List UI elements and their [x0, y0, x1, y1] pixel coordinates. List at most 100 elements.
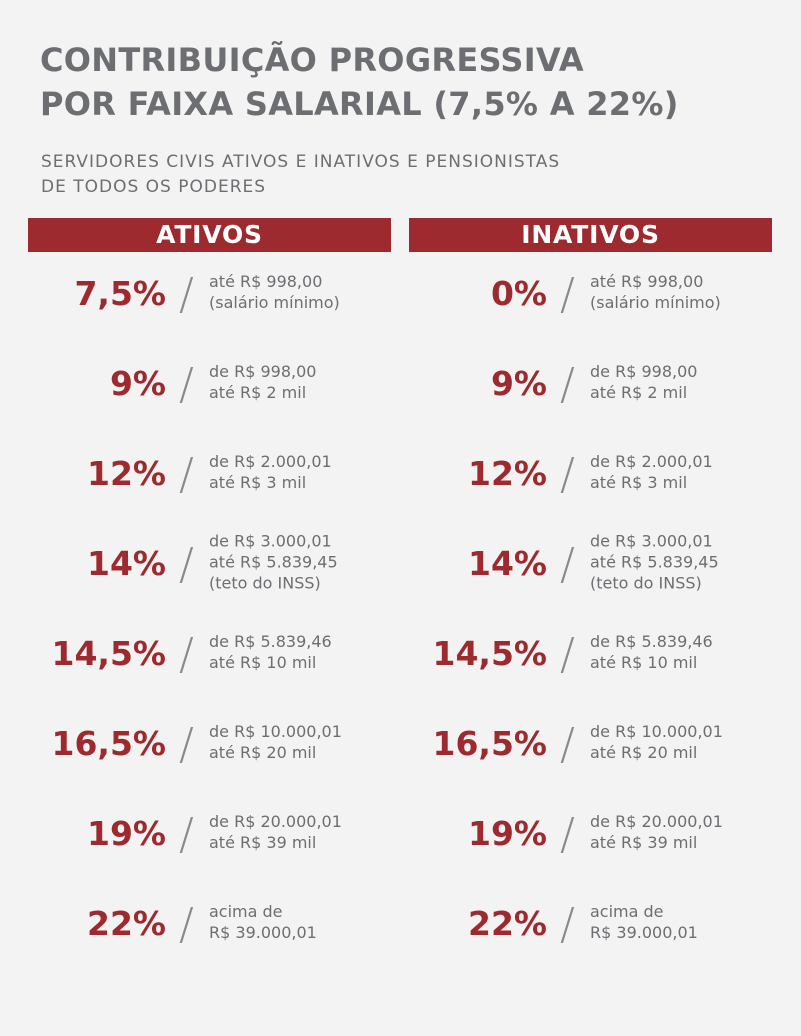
slash-divider: /: [179, 809, 194, 860]
rate-percentage: 22%: [468, 904, 547, 943]
salary-range-line: de R$ 998,00: [590, 362, 698, 381]
salary-range: de R$ 5.839,46 até R$ 10 mil: [590, 631, 713, 673]
salary-range: de R$ 20.000,01 até R$ 39 mil: [590, 811, 723, 853]
rate-percentage: 14%: [87, 544, 166, 583]
rate-percentage: 12%: [468, 454, 547, 493]
salary-range-line: de R$ 2.000,01: [590, 452, 713, 471]
salary-range-line: de R$ 20.000,01: [590, 812, 723, 831]
slash-divider: /: [179, 269, 194, 320]
salary-range-line: de R$ 3.000,01: [209, 531, 332, 551]
rate-percentage: 14%: [468, 544, 547, 583]
salary-range: de R$ 10.000,01 até R$ 20 mil: [590, 721, 723, 763]
slash-divider: /: [560, 269, 575, 320]
salary-range-line: até R$ 998,00: [590, 272, 704, 291]
rate-row: 12% / de R$ 2.000,01 até R$ 3 mil: [28, 442, 391, 532]
rate-row: 16,5% / de R$ 10.000,01 até R$ 20 mil: [28, 712, 391, 802]
column-ativos: ATIVOS 7,5% / até R$ 998,00 (salário mínimo…: [28, 218, 391, 982]
salary-range-line: acima de: [209, 902, 283, 921]
rate-percentage: 12%: [87, 454, 166, 493]
salary-range-line: R$ 39.000,01: [590, 923, 698, 942]
rate-row: 19% / de R$ 20.000,01 até R$ 39 mil: [409, 802, 772, 892]
salary-range: até R$ 998,00 (salário mínimo): [590, 271, 721, 313]
rate-percentage: 14,5%: [432, 634, 548, 673]
slash-divider: /: [560, 449, 575, 500]
rate-row: 9% / de R$ 998,00 até R$ 2 mil: [409, 352, 772, 442]
slash-divider: /: [560, 899, 575, 950]
rate-percentage: 0%: [490, 274, 547, 313]
salary-range-line: de R$ 5.839,46: [590, 632, 713, 651]
slash-divider: /: [560, 809, 575, 860]
salary-range-line: até R$ 3 mil: [590, 473, 688, 492]
rate-percentage: 16,5%: [432, 724, 548, 763]
rate-row: 19% / de R$ 20.000,01 até R$ 39 mil: [28, 802, 391, 892]
rate-row: 14,5% / de R$ 5.839,46 até R$ 10 mil: [409, 622, 772, 712]
rate-row: 0% / até R$ 998,00 (salário mínimo): [409, 262, 772, 352]
salary-range: de R$ 10.000,01 até R$ 20 mil: [209, 721, 342, 763]
salary-range-line: até R$ 20 mil: [209, 743, 317, 762]
slash-divider: /: [179, 539, 194, 590]
column-header-ativos: ATIVOS: [28, 218, 391, 252]
slash-divider: /: [179, 359, 194, 410]
salary-range: de R$ 3.000,01 até R$ 5.839,45 (teto do IN…: [209, 531, 338, 594]
salary-range: de R$ 998,00 até R$ 2 mil: [209, 361, 316, 403]
salary-range-line: até R$ 2 mil: [209, 383, 307, 402]
rate-row: 14% / de R$ 3.000,01 até R$ 5.839,45 (teto d…: [409, 532, 772, 622]
rate-percentage: 22%: [87, 904, 166, 943]
rate-row: 12% / de R$ 2.000,01 até R$ 3 mil: [409, 442, 772, 532]
rate-row: 7,5% / até R$ 998,00 (salário mínimo): [28, 262, 391, 352]
rate-row: 14% / de R$ 3.000,01 até R$ 5.839,45 (teto d…: [28, 532, 391, 622]
title-line-1: CONTRIBUIÇÃO PROGRESSIVA: [40, 41, 584, 79]
salary-range-line: até R$ 998,00: [209, 272, 323, 291]
salary-range-line: R$ 39.000,01: [209, 923, 317, 942]
salary-range-line: até R$ 20 mil: [590, 743, 698, 762]
salary-range-line: (teto do INSS): [209, 573, 321, 593]
salary-range-line: de R$ 10.000,01: [209, 722, 342, 741]
slash-divider: /: [560, 629, 575, 680]
page-subtitle: SERVIDORES CIVIS ATIVOS E INATIVOS E PEN…: [41, 150, 560, 200]
salary-range: acima de R$ 39.000,01: [209, 901, 317, 943]
salary-range-line: até R$ 5.839,45: [209, 552, 338, 572]
salary-range-line: até R$ 2 mil: [590, 383, 688, 402]
salary-range-line: de R$ 2.000,01: [209, 452, 332, 471]
salary-range-line: de R$ 10.000,01: [590, 722, 723, 741]
rate-percentage: 16,5%: [51, 724, 167, 763]
salary-range: de R$ 3.000,01 até R$ 5.839,45 (teto do IN…: [590, 531, 719, 594]
rate-percentage: 19%: [468, 814, 547, 853]
salary-range-line: até R$ 5.839,45: [590, 552, 719, 572]
salary-range-line: (salário mínimo): [590, 293, 721, 312]
rate-percentage: 19%: [87, 814, 166, 853]
salary-range-line: (teto do INSS): [590, 573, 702, 593]
rate-list-ativos: 7,5% / até R$ 998,00 (salário mínimo) 9% / de …: [28, 252, 391, 982]
slash-divider: /: [179, 719, 194, 770]
rate-percentage: 7,5%: [74, 274, 166, 313]
salary-range: acima de R$ 39.000,01: [590, 901, 698, 943]
rate-row: 9% / de R$ 998,00 até R$ 2 mil: [28, 352, 391, 442]
rate-percentage: 9%: [109, 364, 166, 403]
slash-divider: /: [560, 539, 575, 590]
salary-range-line: até R$ 39 mil: [590, 833, 698, 852]
salary-range-line: até R$ 3 mil: [209, 473, 307, 492]
rate-list-inativos: 0% / até R$ 998,00 (salário mínimo) 9% / de R$…: [409, 252, 772, 982]
salary-range: de R$ 20.000,01 até R$ 39 mil: [209, 811, 342, 853]
column-header-inativos: INATIVOS: [409, 218, 772, 252]
salary-range: de R$ 2.000,01 até R$ 3 mil: [590, 451, 713, 493]
slash-divider: /: [560, 359, 575, 410]
slash-divider: /: [179, 449, 194, 500]
column-inativos: INATIVOS 0% / até R$ 998,00 (salário mínimo…: [409, 218, 772, 982]
subtitle-line-1: SERVIDORES CIVIS ATIVOS E INATIVOS E PEN…: [41, 152, 561, 172]
rate-percentage: 9%: [490, 364, 547, 403]
salary-range: de R$ 998,00 até R$ 2 mil: [590, 361, 697, 403]
subtitle-line-2: DE TODOS OS PODERES: [41, 177, 267, 197]
rate-row: 22% / acima de R$ 39.000,01: [28, 892, 391, 982]
salary-range-line: de R$ 3.000,01: [590, 531, 713, 551]
slash-divider: /: [179, 899, 194, 950]
salary-range-line: de R$ 998,00: [209, 362, 317, 381]
salary-range-line: até R$ 39 mil: [209, 833, 317, 852]
salary-range-line: de R$ 20.000,01: [209, 812, 342, 831]
salary-range: de R$ 5.839,46 até R$ 10 mil: [209, 631, 332, 673]
salary-range-line: acima de: [590, 902, 664, 921]
salary-range-line: até R$ 10 mil: [590, 653, 698, 672]
rate-row: 22% / acima de R$ 39.000,01: [409, 892, 772, 982]
salary-range: de R$ 2.000,01 até R$ 3 mil: [209, 451, 332, 493]
salary-range: até R$ 998,00 (salário mínimo): [209, 271, 340, 313]
